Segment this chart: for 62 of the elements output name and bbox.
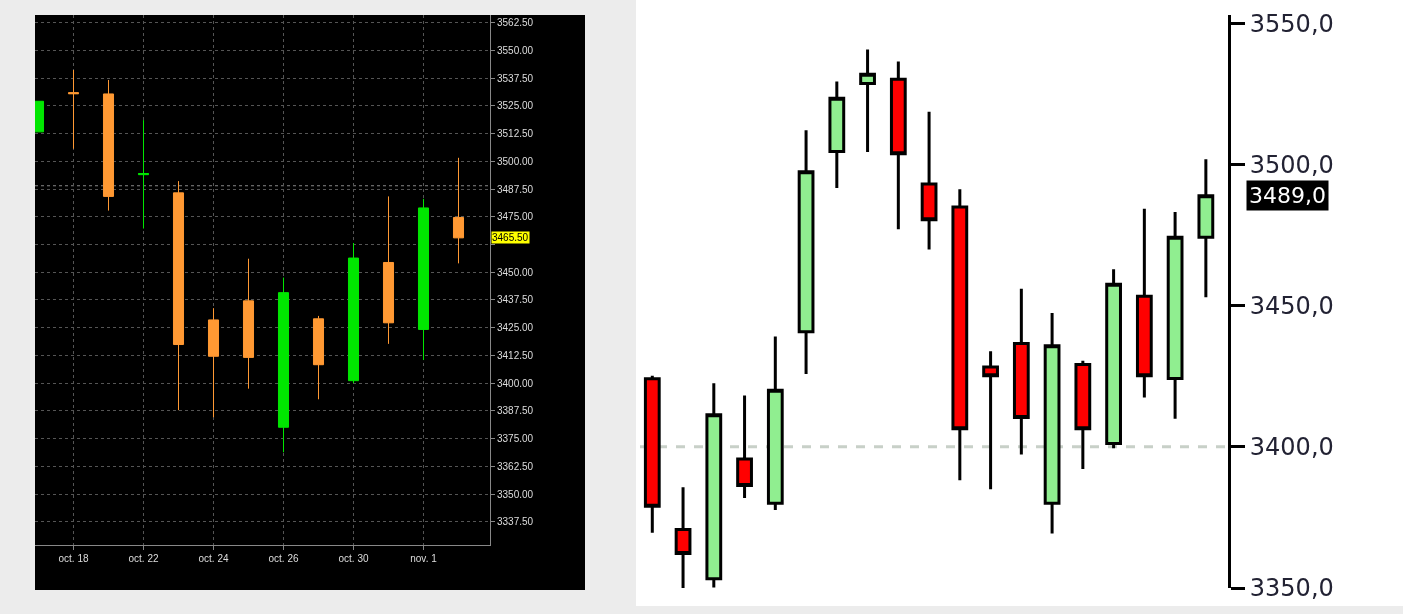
candlestick bbox=[643, 375, 661, 533]
x-tick-label: nov. 1 bbox=[410, 553, 438, 564]
y-tick-label: 3537.50 bbox=[497, 72, 534, 84]
candlestick bbox=[828, 81, 846, 189]
candlestick bbox=[172, 180, 185, 411]
candlestick bbox=[1166, 212, 1184, 419]
candlestick bbox=[452, 157, 465, 264]
candlestick bbox=[1135, 208, 1153, 398]
y-tick-label: 3425.00 bbox=[497, 322, 534, 334]
x-tick-label: oct. 30 bbox=[338, 553, 369, 564]
y-tick-label: 3437.50 bbox=[497, 294, 534, 306]
y-tick-label: 3512.50 bbox=[497, 128, 534, 140]
candlestick bbox=[1197, 159, 1215, 298]
candlestick bbox=[797, 130, 815, 375]
candlestick bbox=[1012, 288, 1030, 455]
y-tick-label: 3475.00 bbox=[497, 211, 534, 223]
candlestick bbox=[951, 189, 969, 481]
y-tick-label: 3525.00 bbox=[497, 100, 534, 112]
candlestick bbox=[982, 351, 999, 490]
candlestick bbox=[277, 277, 290, 453]
y-tick-label: 3450,0 bbox=[1249, 292, 1334, 321]
x-tick-label: oct. 22 bbox=[128, 553, 159, 564]
candlestick bbox=[67, 69, 80, 150]
candlestick bbox=[705, 383, 723, 588]
candlestick bbox=[766, 336, 784, 511]
candlestick bbox=[1043, 313, 1061, 534]
y-tick-label: 3350.00 bbox=[497, 488, 534, 500]
x-tick-label: oct. 18 bbox=[58, 553, 89, 564]
candlestick bbox=[207, 307, 220, 418]
y-tick-label: 3500.00 bbox=[497, 155, 534, 167]
y-tick-label: 3362.50 bbox=[497, 460, 534, 472]
y-tick-label: 3562.50 bbox=[497, 17, 534, 29]
candlestick bbox=[382, 195, 395, 345]
candlestick bbox=[1105, 269, 1122, 449]
y-tick-label: 3450.00 bbox=[497, 266, 534, 278]
candlestick bbox=[137, 119, 150, 230]
y-tick-label: 3412.50 bbox=[497, 349, 534, 361]
y-tick-label: 3375.00 bbox=[497, 433, 534, 445]
y-tick-label: 3550,0 bbox=[1249, 9, 1334, 38]
y-tick-label: 3387.50 bbox=[497, 405, 534, 417]
candlestick bbox=[347, 242, 360, 384]
text: 3489,0 bbox=[1249, 183, 1326, 208]
candlestick bbox=[920, 111, 938, 250]
candlestick bbox=[736, 395, 753, 498]
candlestick bbox=[242, 258, 255, 390]
candlestick bbox=[889, 61, 907, 230]
candlestick bbox=[1074, 360, 1092, 469]
y-tick-label: 3550.00 bbox=[497, 44, 534, 56]
candlestick bbox=[674, 487, 692, 588]
y-tick-label: 3400,0 bbox=[1249, 433, 1334, 462]
y-tick-label: 3350,0 bbox=[1249, 574, 1334, 603]
text: 3465.50 bbox=[492, 232, 529, 243]
y-tick-label: 3337.50 bbox=[497, 516, 534, 528]
x-tick-label: oct. 26 bbox=[268, 553, 299, 564]
candlestick bbox=[417, 198, 430, 361]
candlestick bbox=[312, 315, 325, 400]
y-tick-label: 3487.50 bbox=[497, 183, 534, 195]
candlestick bbox=[859, 49, 876, 152]
candlestick bbox=[102, 79, 115, 212]
y-tick-label: 3500,0 bbox=[1249, 151, 1334, 179]
x-tick-label: oct. 24 bbox=[198, 553, 229, 564]
y-tick-label: 3400.00 bbox=[497, 377, 534, 389]
